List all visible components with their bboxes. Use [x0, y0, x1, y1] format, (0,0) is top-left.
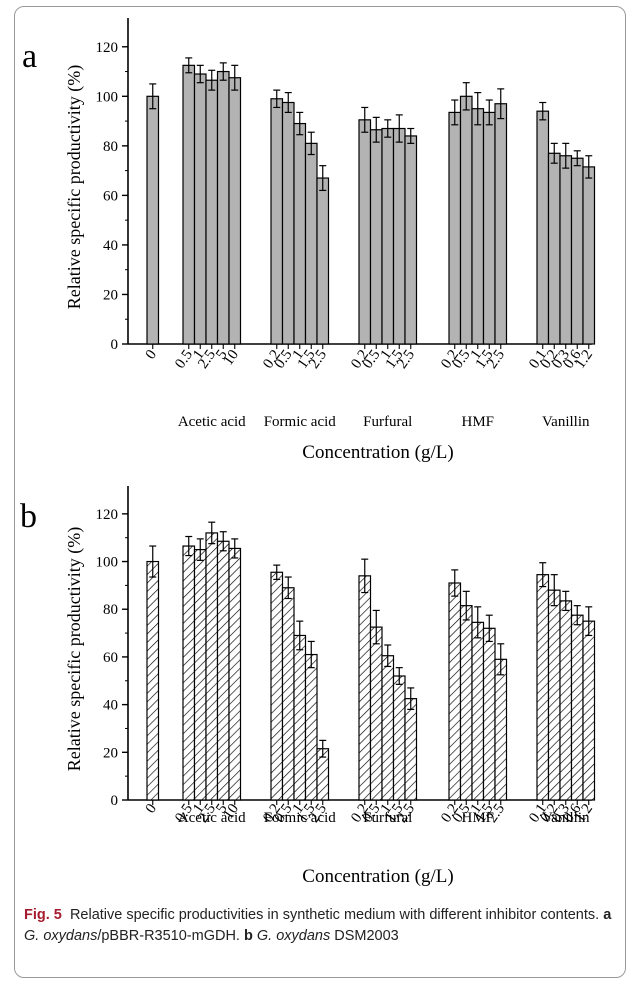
bar: [570, 157, 584, 345]
bar: [494, 103, 508, 345]
x-axis-title: Concentration (g/L): [302, 866, 453, 887]
caption-panel-b-genus: G. oxydans: [256, 928, 331, 944]
bar: [448, 582, 462, 801]
bar: [293, 634, 307, 801]
bar: [536, 574, 550, 801]
bar: [216, 70, 230, 345]
figure-frame: [14, 6, 626, 978]
group-label: Furfural: [363, 810, 412, 826]
bar: [304, 653, 318, 801]
bar: [459, 605, 473, 801]
bar: [205, 79, 219, 345]
y-tick-label: 0: [111, 793, 119, 809]
bar: [482, 627, 496, 801]
y-axis-title: Relative specific productivity (%): [64, 65, 85, 309]
bar: [392, 675, 406, 801]
y-tick-label: 80: [103, 139, 118, 155]
caption-panel-b-strain: DSM2003: [330, 928, 399, 944]
y-tick-label: 20: [103, 287, 118, 303]
bar: [270, 571, 284, 801]
bar: [494, 658, 508, 801]
bar: [381, 127, 395, 345]
bar: [448, 111, 462, 345]
caption-panel-b-letter: b: [244, 928, 253, 944]
group-label: Vanillin: [542, 810, 590, 826]
bar: [293, 122, 307, 345]
group-label: Formic acid: [264, 414, 337, 430]
y-tick-label: 120: [96, 507, 119, 523]
y-tick-label: 20: [103, 745, 118, 761]
bar: [358, 119, 372, 345]
group-label: Furfural: [363, 414, 412, 430]
bar: [404, 135, 418, 345]
bar: [281, 587, 295, 801]
group-label: Vanillin: [542, 414, 590, 430]
chart-panel-b: b 0 20 40 60 80 100 120 Relative specific produ…: [20, 486, 596, 887]
y-tick-label: 0: [111, 337, 119, 353]
y-tick-label: 60: [103, 650, 118, 666]
bar: [316, 177, 330, 345]
x-tick-label: 10: [220, 347, 242, 368]
caption-panel-a-strain: /pBBR-R3510-mGDH.: [97, 928, 240, 944]
bar: [582, 166, 596, 345]
group-label: Formic acid: [264, 810, 337, 826]
caption-panel-a-genus: G. oxydans: [24, 928, 98, 944]
bar: [216, 540, 230, 801]
bar: [193, 73, 207, 345]
panel-a-letter: a: [22, 38, 37, 75]
bar: [228, 547, 242, 801]
bar: [369, 129, 383, 345]
bar: [146, 560, 160, 801]
x-tick-label: 0: [143, 347, 160, 362]
bar: [193, 549, 207, 801]
bar: [482, 111, 496, 345]
bar: [146, 95, 160, 345]
group-label: HMF: [461, 810, 494, 826]
panel-b-letter: b: [20, 498, 37, 535]
y-tick-label: 60: [103, 188, 118, 204]
bar: [536, 110, 550, 345]
bar: [270, 98, 284, 345]
y-tick-label: 40: [103, 698, 118, 714]
y-tick-label: 100: [96, 89, 119, 105]
bar: [547, 589, 561, 801]
y-tick-label: 40: [103, 238, 118, 254]
y-tick-label: 80: [103, 602, 118, 618]
group-label: HMF: [461, 414, 494, 430]
bar: [392, 127, 406, 345]
bar: [182, 545, 196, 801]
y-tick-label: 100: [96, 555, 119, 571]
bar: [559, 600, 573, 801]
bar: [547, 152, 561, 345]
bar: [304, 142, 318, 345]
bar: [358, 575, 372, 801]
figure-caption: Fig. 5 Relative specific productivities …: [24, 905, 614, 947]
caption-text: Relative specific productivities in synt…: [69, 907, 600, 923]
bar: [582, 620, 596, 801]
bar: [404, 698, 418, 801]
caption-panel-a-letter: a: [603, 907, 612, 923]
bar: [570, 614, 584, 801]
bar: [369, 626, 383, 801]
bar: [205, 532, 219, 801]
y-tick-label: 120: [96, 40, 119, 56]
bar: [281, 101, 295, 345]
bar: [381, 655, 395, 801]
bar: [228, 77, 242, 345]
x-axis-title: Concentration (g/L): [302, 442, 453, 463]
group-label: Acetic acid: [178, 810, 246, 826]
bar: [471, 108, 485, 345]
y-axis-title: Relative specific productivity (%): [64, 527, 85, 771]
bar: [471, 621, 485, 801]
bar: [559, 155, 573, 345]
bar: [459, 95, 473, 345]
figure-label: Fig. 5: [24, 907, 62, 923]
group-label: Acetic acid: [178, 414, 246, 430]
x-tick-label: 0: [143, 801, 160, 816]
bar: [182, 64, 196, 345]
